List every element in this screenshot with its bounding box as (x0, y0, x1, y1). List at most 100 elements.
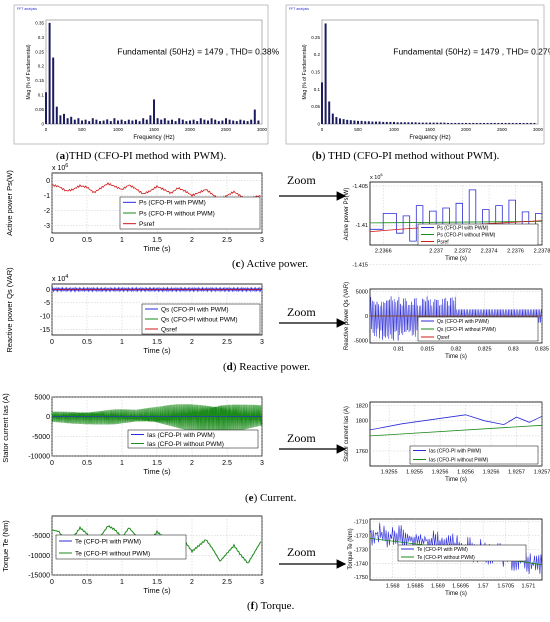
fft-bar (253, 109, 256, 124)
fft-bar (400, 122, 403, 124)
x-tick-label: 2.2374 (481, 249, 498, 255)
x-tick-label: 1.9256 (432, 470, 449, 476)
fft-bar (421, 122, 424, 124)
y-axis-label: Torque Te (Nm) (1, 520, 10, 572)
fft-bar (411, 122, 413, 124)
caption-a: (a)THD (CFO-PI method with PWM). (56, 150, 227, 162)
fft-bar (346, 119, 349, 124)
x-tick-label: 2500 (497, 127, 508, 132)
fft-bar (156, 118, 159, 124)
plot-area (321, 19, 539, 125)
x-tick-label: 2000 (461, 127, 472, 132)
fft-bar (214, 119, 217, 124)
y-tick-label: 0.2 (314, 52, 321, 57)
caption-c: (c) Active power. (232, 258, 309, 270)
legend-label: Ps (CFO-PI without PWM) (437, 232, 496, 238)
legend-label: Qsref (437, 335, 450, 341)
legend-label: Ias (CFO-PI without PWM) (429, 457, 489, 463)
x-tick-label: 2.2366 (375, 249, 392, 255)
series-ias-without-pwm (52, 404, 262, 437)
y-tick-label: -10000 (28, 453, 50, 460)
x-tick-label: 0.5 (82, 237, 92, 244)
fft-bar (167, 120, 170, 124)
y-tick-label: 1820 (356, 404, 368, 410)
fft-bar (367, 121, 370, 124)
y-axis-label: Mag (% of Fundamental) (26, 44, 32, 99)
legend-label: Te (CFO-PI with PWM) (417, 547, 468, 553)
y-tick-label: 0.25 (35, 49, 44, 54)
fft-bar (378, 121, 381, 124)
y-tick-label: 0.3 (38, 35, 45, 40)
y-tick-label: 1760 (356, 449, 368, 455)
fft-bar (109, 121, 112, 124)
x-tick-label: 1.5 (152, 460, 162, 467)
x-tick-label: 1.571 (522, 584, 536, 590)
fft-bar (250, 119, 253, 124)
legend-box (417, 316, 539, 342)
legend-label: Ps (CFO-PI with PWM) (437, 225, 489, 231)
fft-bar (475, 122, 478, 124)
y-axis-label: Torque Te (Nm) (348, 528, 354, 569)
x-tick-label: 0.815 (420, 347, 434, 353)
x-axis-label: Time (s) (143, 586, 171, 595)
legend: Qs (CFO-PI with PWM) Qs (CFO-PI without P… (417, 316, 539, 342)
x-tick-label: 1 (120, 339, 124, 346)
y-tick-label: -2 (44, 208, 50, 215)
fft-bar (95, 119, 98, 124)
fft-bar (414, 122, 417, 124)
fft-bar (120, 119, 123, 124)
fft-bar (210, 118, 213, 124)
fft-bar (88, 121, 91, 124)
fft-bar (429, 122, 431, 124)
chart-qs_zoom: 0.81 0.815 0.82 0.825 0.83 0.835 5000 0 -5000 Tim… (344, 282, 549, 360)
x-tick-label: 0.835 (535, 347, 549, 353)
fft-bar (217, 121, 220, 124)
legend-box (417, 223, 539, 246)
fft-bar (533, 122, 536, 124)
x-tick-label: 3 (260, 460, 264, 467)
fft-bar (178, 118, 181, 124)
fft-bar (339, 118, 341, 124)
y-axis-label: Mag (% of Fundamental) (302, 44, 308, 99)
fft-bar (45, 92, 47, 124)
x-tick-label: 1.569 (431, 584, 445, 590)
legend-label: Qs (CFO-PI without PWM) (437, 327, 496, 333)
y-tick-label: -5000 (354, 338, 368, 344)
chart-te_zoom: 1.568 1.5685 1.569 1.5695 1.57 1.5705 1.571 -17… (348, 518, 543, 597)
fft-bar (393, 121, 395, 124)
series-line (370, 189, 542, 242)
x-tick-label: 1500 (149, 127, 160, 132)
fft-bar (447, 122, 449, 124)
fft-bar (479, 122, 482, 124)
legend-label: Ias (CFO-PI without PWM) (147, 441, 224, 448)
fft-bar (181, 119, 184, 124)
y-tick-label: 0.35 (35, 20, 44, 25)
y-tick-label: -1710 (354, 520, 368, 526)
y-tick-label: 0 (46, 178, 50, 185)
y-tick-label: -1.405 (352, 184, 368, 190)
x-tick-label: 0 (321, 127, 324, 132)
y-axis-label: Reactive power Qs (VAR) (344, 282, 350, 350)
x-tick-label: 1.5685 (407, 584, 424, 590)
y-tick-label: -1720 (354, 534, 368, 540)
fft-bar (221, 120, 224, 124)
fft-bar (450, 122, 453, 124)
x-tick-label: 1500 (425, 127, 436, 132)
y-tick-label: -1.41 (355, 223, 368, 229)
fft-bar (375, 121, 377, 124)
x-tick-label: 2.2378 (534, 249, 550, 255)
fft-bar (77, 118, 80, 124)
fft-bar (138, 121, 141, 124)
fft-bar (55, 106, 58, 124)
legend-label: Qsref (161, 326, 177, 333)
y-tick-label: 0.25 (311, 35, 320, 40)
y-tick-label: -10 (40, 314, 50, 321)
fft-bar (225, 118, 227, 124)
legend-label: Qs (CFO-PI with PWM) (437, 319, 489, 325)
zoom-label-e: Zoom (287, 431, 316, 445)
fft-bar (501, 122, 503, 124)
bars (45, 22, 260, 125)
fft-bar (436, 122, 439, 124)
x-axis-label: Time (s) (143, 244, 171, 253)
x-tick-label: 1.9256 (483, 470, 500, 476)
